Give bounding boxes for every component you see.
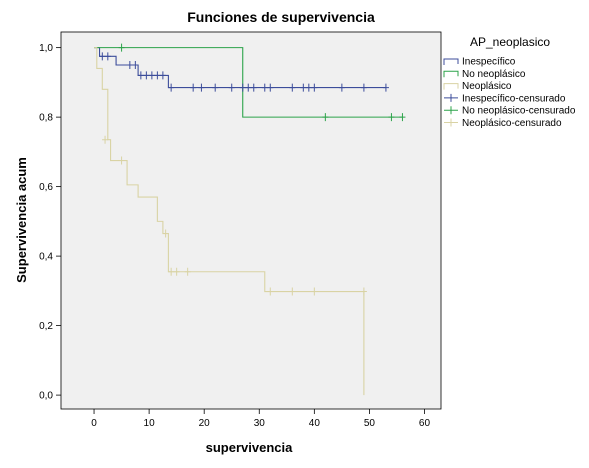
censor-mark [267, 287, 274, 296]
censor-mark [126, 61, 133, 70]
legend-label: Neoplásico [462, 81, 512, 92]
censor-mark [305, 83, 312, 92]
censor-mark [99, 52, 106, 61]
censor-mark [289, 83, 296, 92]
censor-mark [154, 71, 161, 80]
plot-area [60, 31, 442, 410]
censor-mark [267, 83, 274, 92]
y-axis-title: Supervivencia acum [14, 157, 29, 283]
legend-label: Inespecífico-censurado [462, 93, 566, 104]
censor-mark [137, 71, 144, 80]
legend-line-swatch [443, 58, 459, 65]
x-tick-label: 20 [199, 418, 211, 429]
legend-label: No neoplásico [462, 69, 526, 80]
censor-mark [143, 71, 150, 80]
censor-mark [102, 135, 109, 144]
censor-mark [173, 267, 180, 276]
censor-mark [159, 71, 166, 80]
legend-censor-swatch [444, 106, 458, 115]
legend-line-swatch [443, 70, 459, 78]
censor-mark [104, 52, 111, 61]
legend-label: Neoplásico-censurado [462, 118, 562, 129]
censor-mark [168, 267, 175, 276]
x-tick-label: 0 [91, 418, 97, 429]
y-tick-label: 1,0 [39, 43, 53, 54]
censor-mark [190, 83, 197, 92]
censor-mark [118, 43, 125, 52]
chart-title: Funciones de supervivencia [187, 9, 375, 25]
x-tick-label: 40 [309, 418, 321, 429]
censor-mark [289, 287, 296, 296]
y-axis: 0,0 0,2 0,4 0,6 0,8 1,0 [39, 43, 61, 402]
legend-line-swatch [443, 83, 459, 90]
x-tick-label: 10 [144, 418, 156, 429]
censor-mark [198, 83, 205, 92]
censor-mark [239, 83, 246, 92]
censor-mark [118, 156, 125, 165]
censor-mark [338, 83, 345, 92]
y-tick-label: 0,4 [39, 252, 53, 263]
y-tick-label: 0,6 [39, 182, 53, 193]
y-tick-label: 0,2 [39, 321, 53, 332]
censor-mark [184, 267, 191, 276]
y-tick-label: 0,0 [39, 391, 53, 402]
censor-mark [322, 113, 329, 122]
x-axis-title: supervivencia [206, 440, 293, 455]
censor-mark [148, 71, 155, 80]
legend-label: Inespecífico [462, 57, 516, 68]
survival-line-2 [94, 47, 365, 396]
censor-marks [99, 43, 406, 296]
x-axis: 0 10 20 30 40 50 60 [91, 409, 430, 429]
censor-mark [261, 83, 268, 92]
x-tick-label: 30 [254, 418, 266, 429]
censor-mark [228, 83, 235, 92]
censor-mark [212, 83, 219, 92]
censor-mark [245, 83, 252, 92]
censor-mark [360, 287, 367, 296]
censor-mark [388, 113, 395, 122]
y-tick-label: 0,8 [39, 113, 53, 124]
legend-title: AP_neoplasico [470, 35, 550, 49]
x-tick-label: 60 [419, 418, 431, 429]
censor-mark [300, 83, 307, 92]
legend-censor-swatch [444, 118, 458, 127]
censor-mark [399, 113, 406, 122]
censor-mark [250, 83, 257, 92]
censor-mark [132, 61, 139, 70]
censor-mark [311, 287, 318, 296]
x-tick-label: 50 [364, 418, 376, 429]
censor-mark [382, 83, 389, 92]
censor-mark [311, 83, 318, 92]
censor-mark [162, 229, 169, 238]
censor-mark [168, 83, 175, 92]
legend-label: No neoplásico-censurado [462, 106, 576, 117]
censor-mark [360, 83, 367, 92]
legend-censor-swatch [444, 93, 458, 102]
